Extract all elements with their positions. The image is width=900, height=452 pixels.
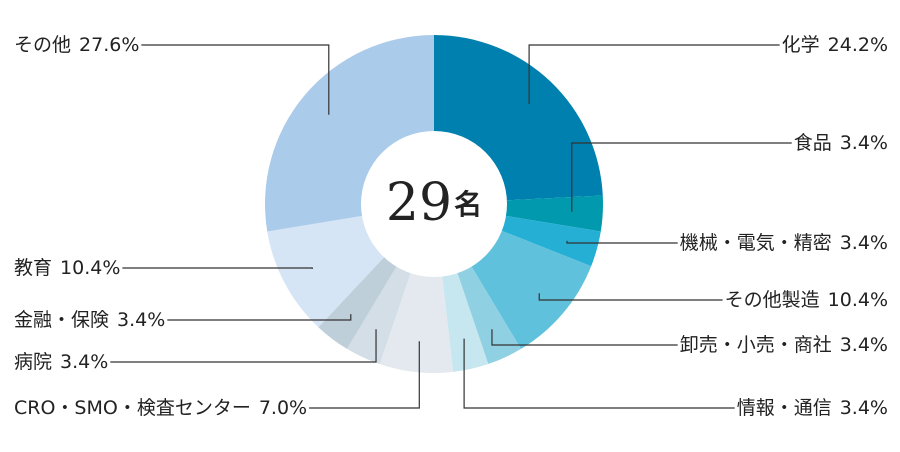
category-name: 病院 <box>14 351 52 373</box>
slice-label: その他 27.6% <box>14 34 139 56</box>
leader-line <box>566 240 678 244</box>
slice-label: 卸売・小売・商社 3.4% <box>680 334 888 356</box>
slice-label: 病院 3.4% <box>14 351 108 373</box>
percent-label: 3.4% <box>840 397 888 419</box>
percent-label: 10.4% <box>60 257 120 279</box>
percent-label: 3.4% <box>840 232 888 254</box>
category-name: その他製造 <box>725 289 820 311</box>
percent-label: 3.4% <box>840 334 888 356</box>
center-label: 29名 <box>386 173 482 233</box>
percent-label: 27.6% <box>79 34 139 56</box>
slice-label: 情報・通信 3.4% <box>737 397 888 419</box>
category-name: 情報・通信 <box>737 397 832 419</box>
leader-line <box>491 329 678 346</box>
leader-line <box>122 267 313 269</box>
category-name: 食品 <box>794 132 832 154</box>
slice-label: 金融・保険 3.4% <box>14 309 165 331</box>
donut-hole <box>361 131 507 277</box>
slice-label: 化学 24.2% <box>782 34 888 56</box>
category-name: CRO・SMO・検査センター <box>14 397 251 419</box>
leader-line <box>309 341 420 409</box>
percent-label: 24.2% <box>828 34 888 56</box>
slice-label: 食品 3.4% <box>794 132 888 154</box>
percent-label: 3.4% <box>60 351 108 373</box>
slice-label: 機械・電気・精密 3.4% <box>680 232 888 254</box>
leader-line <box>141 44 330 115</box>
leader-line <box>110 329 377 363</box>
category-name: 教育 <box>14 257 52 279</box>
leader-line <box>463 338 735 409</box>
category-name: 機械・電気・精密 <box>680 232 832 254</box>
leader-line <box>167 314 352 321</box>
percent-label: 7.0% <box>259 397 307 419</box>
center-unit: 名 <box>454 188 482 221</box>
category-name: 化学 <box>782 34 820 56</box>
leader-line <box>528 44 780 104</box>
category-name: 卸売・小売・商社 <box>680 334 832 356</box>
leader-line <box>571 142 792 212</box>
percent-label: 10.4% <box>828 289 888 311</box>
slice-label: CRO・SMO・検査センター 7.0% <box>14 397 307 419</box>
slice-label: その他製造 10.4% <box>725 289 888 311</box>
leader-line <box>538 293 723 301</box>
center-number: 29 <box>386 173 452 233</box>
percent-label: 3.4% <box>117 309 165 331</box>
slice-label: 教育 10.4% <box>14 257 120 279</box>
category-name: その他 <box>14 34 71 56</box>
category-name: 金融・保険 <box>14 309 109 331</box>
percent-label: 3.4% <box>840 132 888 154</box>
